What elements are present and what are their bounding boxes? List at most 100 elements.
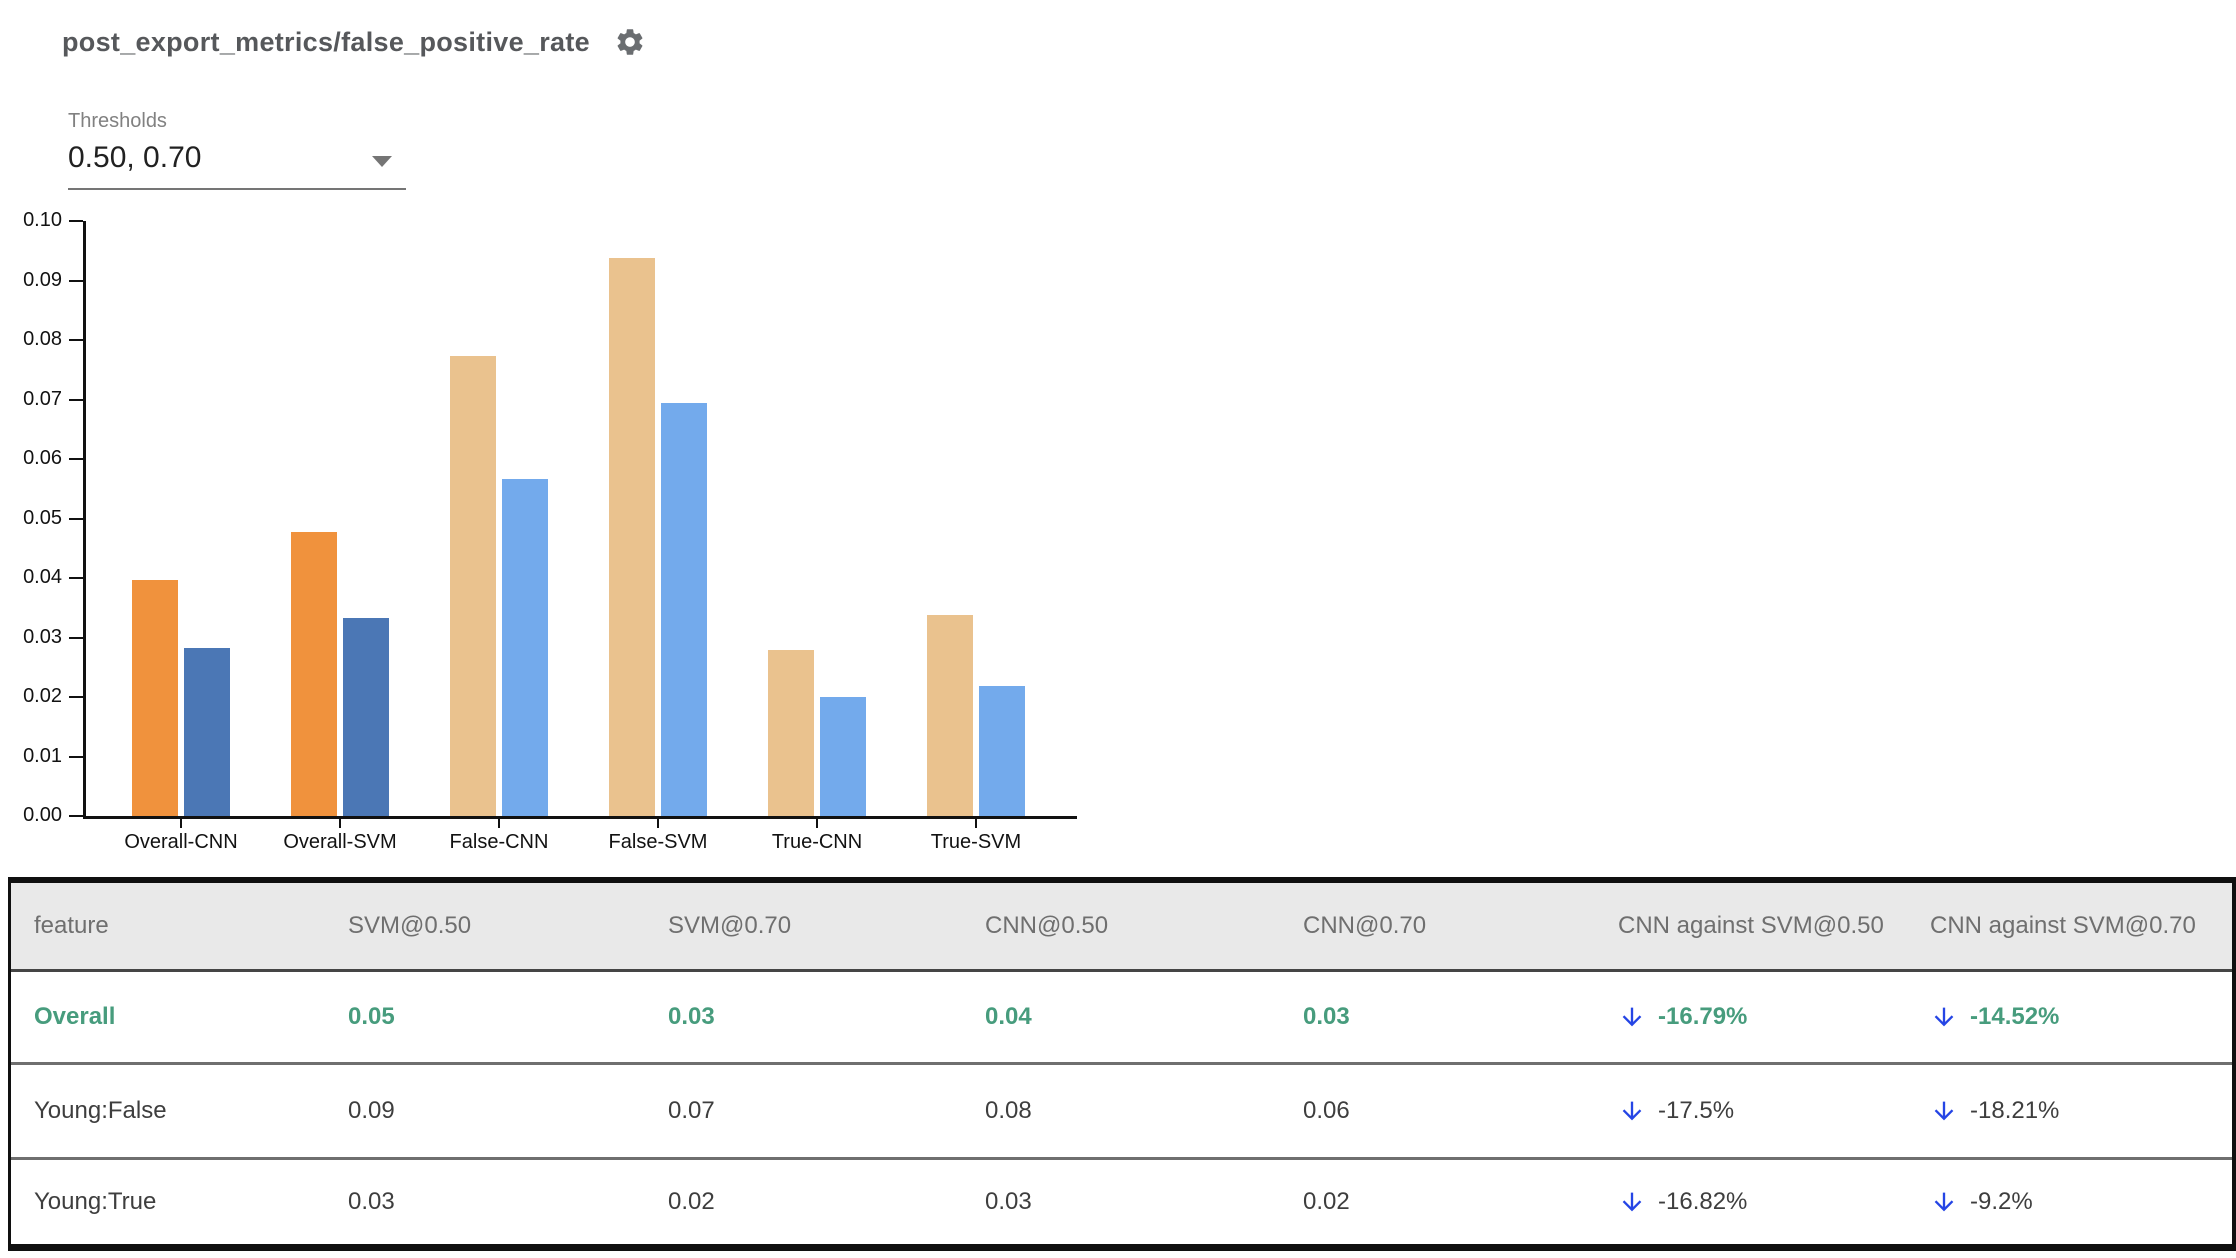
- titlebar: post_export_metrics/false_positive_rate: [62, 26, 646, 58]
- value-cell: 0.04: [985, 972, 1303, 1062]
- down-arrow-icon: [1622, 1192, 1642, 1212]
- table-header-cell[interactable]: SVM@0.50: [348, 883, 668, 969]
- value-cell: 0.03: [985, 1160, 1303, 1244]
- x-axis-tick: [975, 819, 977, 828]
- bar-False-SVM-threshold-0.70[interactable]: [661, 403, 707, 816]
- value-cell: 0.07: [668, 1065, 985, 1157]
- bar-True-SVM-threshold-0.50[interactable]: [927, 615, 973, 816]
- y-axis-tick-label: 0.00: [23, 804, 62, 826]
- delta-cell: -16.82%: [1618, 1160, 1930, 1244]
- bar-Overall-SVM-threshold-0.50[interactable]: [291, 532, 337, 816]
- category-label: Overall-SVM: [283, 831, 397, 853]
- table-row[interactable]: Overall 0.05 0.03 0.04 0.03 -16.79% -14.52%: [11, 972, 2232, 1062]
- y-axis-tick: [69, 458, 83, 460]
- y-axis-line: [83, 221, 86, 819]
- delta-value: -18.21%: [1970, 1097, 2060, 1124]
- y-axis-tick-label: 0.10: [23, 209, 62, 231]
- category-label: True-SVM: [930, 831, 1022, 853]
- y-axis-tick: [69, 279, 83, 282]
- y-axis-tick: [69, 696, 83, 698]
- delta-cell: -17.5%: [1618, 1065, 1930, 1157]
- down-arrow-icon: [1622, 1101, 1642, 1121]
- y-axis-tick: [69, 220, 83, 222]
- bar-False-CNN-threshold-0.70[interactable]: [502, 479, 548, 816]
- column-header-label: feature: [34, 912, 109, 939]
- thresholds-value: 0.50, 0.70: [68, 141, 202, 174]
- x-axis-tick: [339, 819, 341, 828]
- dropdown-arrow-icon[interactable]: [372, 156, 392, 167]
- table-row[interactable]: Young:True 0.03 0.02 0.03 0.02 -16.82% -9.2%: [11, 1157, 2232, 1244]
- y-axis-tick-label: 0.07: [23, 387, 62, 410]
- value-cell: 0.03: [1303, 972, 1618, 1062]
- metric-value: 0.08: [985, 1097, 1032, 1124]
- feature-label: Overall: [34, 1003, 116, 1030]
- feature-cell: Young:False: [11, 1065, 348, 1157]
- feature-label: Young:False: [34, 1097, 167, 1124]
- column-header-label: CNN@0.50: [985, 912, 1109, 939]
- bar-Overall-CNN-threshold-0.50[interactable]: [132, 580, 178, 816]
- y-axis-tick: [69, 815, 83, 817]
- x-axis-line: [83, 816, 1077, 819]
- delta-indicator: -9.2%: [1930, 1186, 2033, 1218]
- metric-value: 0.06: [1303, 1097, 1350, 1124]
- table-header-cell[interactable]: CNN against SVM@0.50: [1618, 883, 1930, 969]
- table-header-cell[interactable]: CNN@0.70: [1303, 883, 1618, 969]
- table-header-cell[interactable]: CNN against SVM@0.70: [1930, 883, 2232, 969]
- delta-cell: -9.2%: [1930, 1160, 2232, 1244]
- metric-value: 0.02: [668, 1188, 715, 1215]
- table-header-cell[interactable]: feature: [11, 883, 348, 969]
- delta-indicator: -16.79%: [1618, 1001, 1747, 1033]
- category-label: False-CNN: [449, 831, 549, 853]
- y-axis-tick: [69, 636, 83, 639]
- feature-cell: Young:True: [11, 1160, 348, 1244]
- metric-value: 0.03: [1303, 1003, 1350, 1030]
- bar-False-SVM-threshold-0.50[interactable]: [609, 258, 655, 816]
- thresholds-select[interactable]: Thresholds 0.50, 0.70: [68, 110, 406, 190]
- down-arrow-icon: [1934, 1101, 1954, 1121]
- x-axis-tick: [498, 819, 500, 828]
- category-label: False-SVM: [608, 831, 708, 853]
- column-header-label: CNN against SVM@0.50: [1618, 912, 1884, 939]
- delta-indicator: -18.21%: [1930, 1095, 2059, 1127]
- delta-value: -9.2%: [1970, 1188, 2033, 1215]
- delta-value: -16.79%: [1658, 1003, 1748, 1030]
- delta-indicator: -17.5%: [1618, 1095, 1734, 1127]
- x-axis-tick: [657, 819, 659, 828]
- bar-True-CNN-threshold-0.70[interactable]: [820, 697, 866, 816]
- column-header-label: CNN@0.70: [1303, 912, 1427, 939]
- metric-value: 0.07: [668, 1097, 715, 1124]
- value-cell: 0.02: [668, 1160, 985, 1244]
- bar-True-SVM-threshold-0.70[interactable]: [979, 686, 1025, 816]
- y-axis-tick: [69, 398, 83, 401]
- bar-True-CNN-threshold-0.50[interactable]: [768, 650, 814, 816]
- delta-indicator: -14.52%: [1930, 1001, 2059, 1033]
- delta-indicator: -16.82%: [1618, 1186, 1747, 1218]
- table-header-cell[interactable]: CNN@0.50: [985, 883, 1303, 969]
- category-label: Overall-CNN: [124, 831, 238, 853]
- delta-cell: -18.21%: [1930, 1065, 2232, 1157]
- value-cell: 0.08: [985, 1065, 1303, 1157]
- value-cell: 0.03: [668, 972, 985, 1062]
- metric-value: 0.03: [668, 1003, 715, 1030]
- delta-value: -17.5%: [1658, 1097, 1735, 1124]
- down-arrow-icon: [1622, 1007, 1642, 1027]
- metric-value: 0.04: [985, 1003, 1032, 1030]
- table-header-cell[interactable]: SVM@0.70: [668, 883, 985, 969]
- bar-Overall-SVM-threshold-0.70[interactable]: [343, 618, 389, 816]
- table-row[interactable]: Young:False 0.09 0.07 0.08 0.06 -17.5% -18.21%: [11, 1062, 2232, 1157]
- bar-False-CNN-threshold-0.50[interactable]: [450, 356, 496, 816]
- feature-label: Young:True: [34, 1188, 157, 1215]
- table-header-row: feature SVM@0.50 SVM@0.70 CNN@0.50 CNN@0.70 C…: [11, 883, 2232, 972]
- page-title: post_export_metrics/false_positive_rate: [62, 26, 590, 57]
- settings-gear-icon[interactable]: [614, 26, 646, 58]
- thresholds-value-row[interactable]: 0.50, 0.70: [68, 141, 406, 190]
- y-axis-tick: [69, 755, 83, 758]
- delta-value: -16.82%: [1658, 1188, 1748, 1215]
- down-arrow-icon: [1934, 1007, 1954, 1027]
- delta-cell: -14.52%: [1930, 972, 2232, 1062]
- delta-value: -14.52%: [1970, 1003, 2060, 1030]
- value-cell: 0.02: [1303, 1160, 1618, 1244]
- y-axis-tick: [69, 577, 83, 579]
- bar-Overall-CNN-threshold-0.70[interactable]: [184, 648, 230, 816]
- y-axis-tick: [69, 517, 83, 520]
